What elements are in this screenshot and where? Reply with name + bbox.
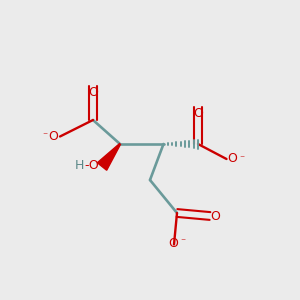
Text: ⁻: ⁻ [42, 131, 48, 142]
Text: -O: -O [84, 159, 99, 172]
Text: O: O [227, 152, 237, 166]
Text: ⁻: ⁻ [180, 237, 186, 247]
Text: H: H [75, 159, 84, 172]
Text: O: O [169, 237, 178, 250]
Text: O: O [193, 106, 203, 120]
Text: O: O [88, 85, 98, 99]
Text: O: O [211, 209, 220, 223]
Text: ⁻: ⁻ [239, 154, 244, 164]
Text: O: O [49, 130, 58, 143]
Polygon shape [97, 144, 121, 170]
